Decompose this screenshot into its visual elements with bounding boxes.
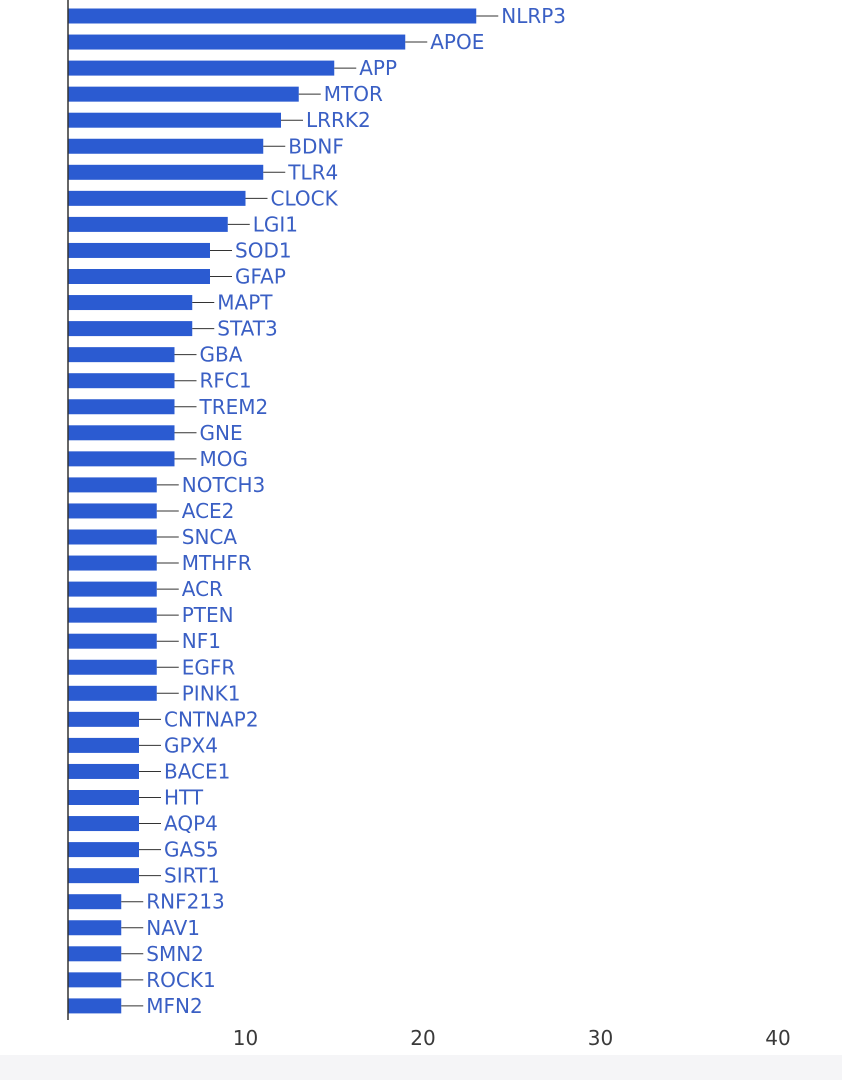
- bar-mtor: [68, 86, 299, 102]
- category-label: MOG: [200, 447, 249, 471]
- bar-sod1: [68, 242, 210, 258]
- bar-tlr4: [68, 164, 264, 180]
- category-label: GNE: [200, 421, 243, 445]
- bar-apoe: [68, 34, 406, 50]
- bar-clock: [68, 190, 246, 206]
- bar-gba: [68, 347, 175, 363]
- bar-gfap: [68, 269, 210, 284]
- bar-lgi1: [68, 216, 228, 232]
- category-label: NF1: [182, 629, 221, 653]
- category-label: STAT3: [217, 317, 277, 341]
- bar-smn2: [68, 946, 122, 962]
- category-label: NLRP3: [501, 4, 566, 28]
- bar-mfn2: [68, 998, 122, 1014]
- category-label: EGFR: [182, 655, 236, 679]
- bar-bdnf: [68, 138, 264, 154]
- category-label: RFC1: [200, 369, 252, 393]
- category-label: HTT: [164, 786, 204, 810]
- category-label: ROCK1: [146, 968, 215, 992]
- bar-lrrk2: [68, 112, 281, 128]
- x-axis-ticks: 10 20 30 40: [233, 1026, 791, 1050]
- bar-nf1: [68, 633, 157, 649]
- bar-gpx4: [68, 737, 139, 753]
- bar-nlrp3: [68, 8, 477, 24]
- plot-background: [0, 0, 842, 1055]
- bar-ace2: [68, 503, 157, 519]
- bar-rock1: [68, 972, 122, 988]
- bar-pink1: [68, 685, 157, 701]
- category-label: SNCA: [182, 525, 238, 549]
- category-label: GAS5: [164, 838, 219, 862]
- x-tick-label: 10: [233, 1026, 258, 1050]
- category-label: MFN2: [146, 994, 202, 1018]
- category-label: GFAP: [235, 265, 286, 289]
- x-tick-label: 30: [588, 1026, 613, 1050]
- category-label: NOTCH3: [182, 473, 265, 497]
- category-label: AQP4: [164, 812, 218, 836]
- bar-mapt: [68, 295, 193, 311]
- bar-rfc1: [68, 373, 175, 389]
- bar-acr: [68, 581, 157, 597]
- x-tick-label: 40: [765, 1026, 790, 1050]
- bars-layer: [68, 8, 477, 1014]
- bar-snca: [68, 529, 157, 545]
- category-label: GBA: [200, 343, 243, 367]
- category-label: PTEN: [182, 603, 234, 627]
- category-label: LRRK2: [306, 108, 371, 132]
- category-label: MTHFR: [182, 551, 252, 575]
- bar-trem2: [68, 399, 175, 415]
- bar-rnf213: [68, 894, 122, 910]
- bar-mthfr: [68, 555, 157, 571]
- category-label: RNF213: [146, 890, 225, 914]
- category-label: PINK1: [182, 681, 241, 705]
- bar-app: [68, 60, 335, 76]
- category-label: SMN2: [146, 942, 204, 966]
- bar-nav1: [68, 920, 122, 936]
- category-label: MTOR: [324, 82, 383, 106]
- bar-htt: [68, 790, 139, 805]
- category-label: BACE1: [164, 759, 230, 783]
- bar-gas5: [68, 842, 139, 858]
- category-label: LGI1: [253, 212, 298, 236]
- labels-layer: NLRP3 APOE APPMTORLRRK2BDNFTLR4CLOCKLGI1SO…: [121, 4, 566, 1018]
- bar-mog: [68, 451, 175, 467]
- category-label: CLOCK: [271, 186, 339, 210]
- category-label: APP: [359, 56, 397, 80]
- bar-aqp4: [68, 816, 139, 832]
- category-label: TREM2: [199, 395, 269, 419]
- bar-bace1: [68, 763, 139, 779]
- category-label: BDNF: [288, 134, 344, 158]
- category-label: GPX4: [164, 733, 218, 757]
- category-label: SOD1: [235, 238, 292, 262]
- category-label: SIRT1: [164, 864, 220, 888]
- category-label: CNTNAP2: [164, 707, 259, 731]
- bar-stat3: [68, 321, 193, 337]
- bar-sirt1: [68, 868, 139, 884]
- category-label: APOE: [430, 30, 484, 54]
- category-label: ACE2: [182, 499, 235, 523]
- x-tick-label: 20: [410, 1026, 435, 1050]
- bar-notch3: [68, 477, 157, 493]
- bar-gne: [68, 425, 175, 441]
- bar-egfr: [68, 659, 157, 675]
- bar-cntnap2: [68, 711, 139, 727]
- category-label: NAV1: [146, 916, 200, 940]
- category-label: MAPT: [217, 291, 273, 315]
- category-label: ACR: [182, 577, 223, 601]
- bar-pten: [68, 607, 157, 623]
- category-label: TLR4: [287, 160, 338, 184]
